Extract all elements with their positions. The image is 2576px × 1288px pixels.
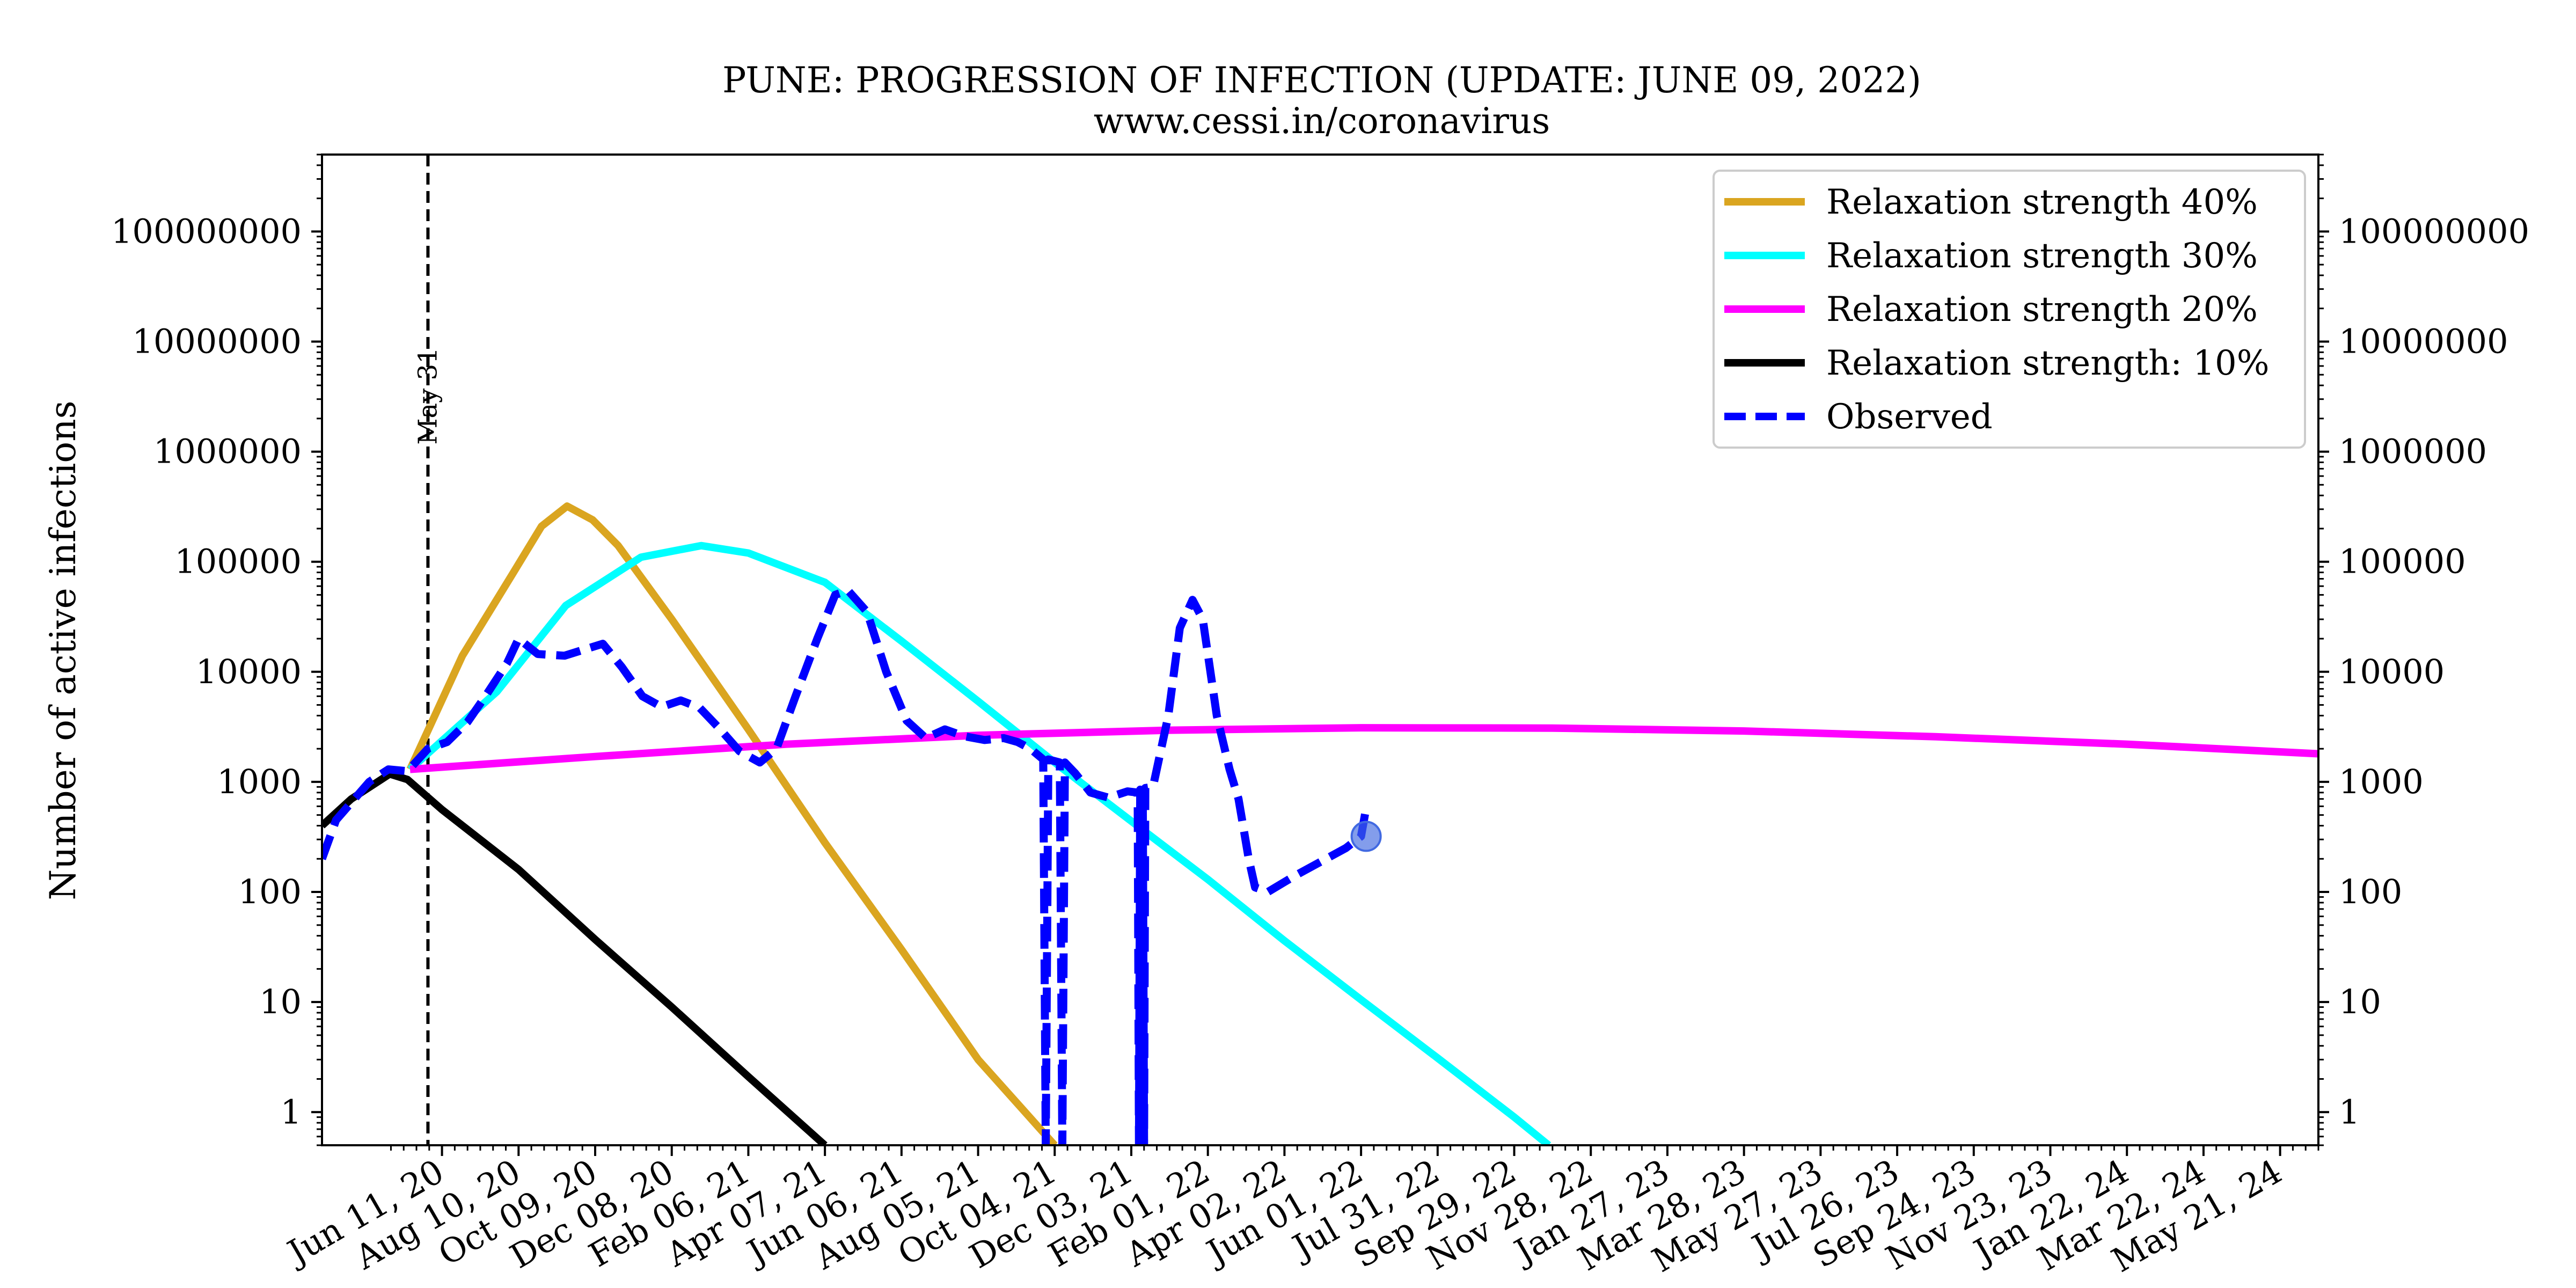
series-line-3 (322, 770, 828, 1145)
series-line-4 (322, 586, 1370, 1145)
y-tick-label-right-3: 1000 (2339, 762, 2424, 801)
series-line-2 (409, 724, 2318, 773)
y-tick-label-left-1: 10 (259, 982, 302, 1021)
y-tick-label-left-7: 10000000 (132, 321, 302, 361)
y-tick-label-right-4: 10000 (2339, 652, 2445, 691)
legend-label-0: Relaxation strength 40% (1826, 182, 2258, 222)
y-tick-label-right-7: 10000000 (2339, 321, 2508, 361)
observed-marker (1350, 821, 1382, 852)
legend-label-1: Relaxation strength 30% (1826, 236, 2258, 276)
legend-label-4: Observed (1826, 397, 1993, 437)
y-tick-label-left-5: 100000 (174, 542, 302, 581)
y-tick-label-left-3: 1000 (217, 762, 302, 801)
y-tick-label-left-4: 10000 (196, 652, 302, 691)
plot-frame (321, 153, 2319, 1146)
y-tick-label-left-8: 100000000 (111, 211, 302, 251)
y-tick-label-right-1: 10 (2339, 982, 2381, 1021)
y-tick-label-right-2: 100 (2339, 872, 2402, 911)
series-line-0 (406, 502, 1058, 1145)
chart-subtitle: www.cessi.in/coronavirus (1094, 100, 1550, 142)
legend-box (1713, 170, 2306, 449)
vline-layer: May 31 (413, 155, 443, 1145)
marker-layer (1350, 821, 1382, 852)
series-layer (322, 502, 2318, 1145)
y-axis-label: Number of active infections (42, 401, 84, 901)
legend-label-3: Relaxation strength: 10% (1826, 343, 2270, 383)
y-tick-label-left-2: 100 (238, 872, 302, 911)
y-tick-label-left-0: 1 (281, 1092, 302, 1131)
vline-label: May 31 (413, 347, 443, 444)
legend: Relaxation strength 40% Relaxation streng… (1713, 170, 2306, 449)
y-tick-label-right-5: 100000 (2339, 542, 2466, 581)
y-tick-label-right-6: 1000000 (2339, 432, 2487, 471)
series-line-1 (407, 541, 1552, 1145)
legend-label-2: Relaxation strength 20% (1826, 290, 2258, 330)
y-tick-label-right-8: 100000000 (2339, 211, 2529, 251)
chart-title: PUNE: PROGRESSION OF INFECTION (UPDATE: … (722, 60, 1921, 101)
y-tick-label-right-0: 1 (2339, 1092, 2360, 1131)
y-tick-label-left-6: 1000000 (153, 432, 302, 471)
